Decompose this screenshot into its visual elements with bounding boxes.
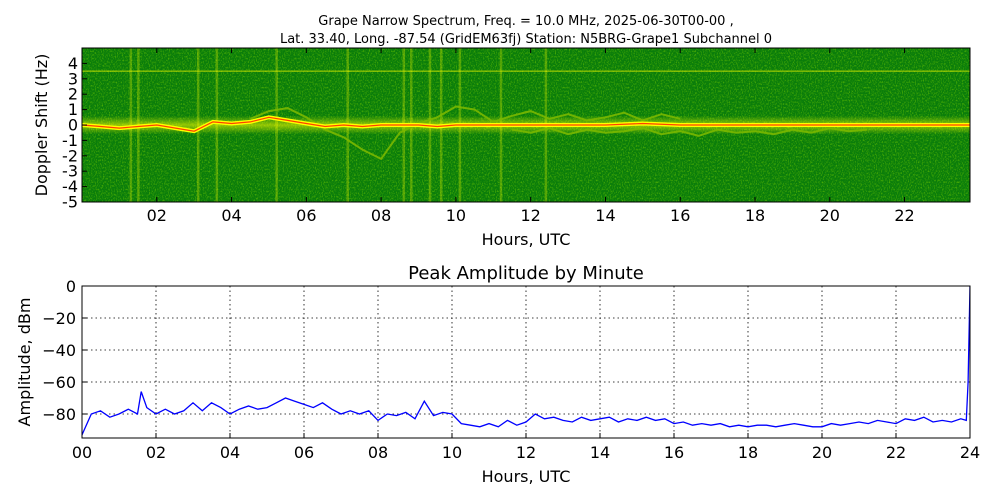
spectrogram-y-tick-label: 2 xyxy=(68,85,78,104)
spectrogram-y-tick-label: -4 xyxy=(62,177,78,196)
spectrogram-x-tick-label: 18 xyxy=(745,206,765,225)
amplitude-x-ticks: 00 02 04 06 08 10 12 14 16 18 20 22 24 xyxy=(72,433,980,462)
amplitude-x-tick-label: 12 xyxy=(516,443,536,462)
amplitude-x-tick-label: 06 xyxy=(294,443,314,462)
spectrogram-x-label: Hours, UTC xyxy=(482,230,571,249)
amplitude-y-tick-label: −20 xyxy=(42,309,76,328)
spectrogram-x-tick-label: 14 xyxy=(595,206,615,225)
spectrogram-y-tick-label: -3 xyxy=(62,162,78,181)
spectrogram-x-ticks: 02 04 06 08 10 12 14 16 18 20 22 xyxy=(147,48,915,225)
spectrogram-x-tick-label: 04 xyxy=(221,206,241,225)
spectrogram-x-tick-label: 22 xyxy=(894,206,914,225)
amplitude-x-tick-label: 04 xyxy=(220,443,240,462)
spectrogram-y-tick-label: -5 xyxy=(62,193,78,212)
spectrogram-y-label: Doppler Shift (Hz) xyxy=(32,54,51,197)
spectrogram-x-tick-label: 08 xyxy=(371,206,391,225)
figure-title-line2: Lat. 33.40, Long. -87.54 (GridEM63fj) St… xyxy=(280,32,772,47)
amplitude-series xyxy=(82,286,970,436)
amplitude-series-line xyxy=(82,286,970,436)
amplitude-x-tick-label: 08 xyxy=(368,443,388,462)
amplitude-x-tick-label: 16 xyxy=(664,443,684,462)
amplitude-y-tick-label: −60 xyxy=(42,373,76,392)
spectrogram-traces xyxy=(82,105,970,161)
amplitude-x-tick-label: 18 xyxy=(738,443,758,462)
amplitude-x-tick-label: 02 xyxy=(146,443,166,462)
spectrogram-y-tick-label: 1 xyxy=(68,100,78,119)
amplitude-chart: Peak Amplitude by Minute 00 02 04 06 08 10 12 1… xyxy=(15,263,980,486)
spectrogram-x-tick-label: 16 xyxy=(670,206,690,225)
spectrogram-secondary-trace xyxy=(511,127,868,137)
amplitude-x-tick-label: 24 xyxy=(960,443,980,462)
figure-title-line1: Grape Narrow Spectrum, Freq. = 10.0 MHz,… xyxy=(318,14,733,29)
amplitude-y-label: Amplitude, dBm xyxy=(15,298,34,427)
amplitude-y-tick-label: 0 xyxy=(66,277,76,296)
spectrogram-y-tick-label: 3 xyxy=(68,69,78,88)
amplitude-x-tick-label: 14 xyxy=(590,443,610,462)
amplitude-y-ticks: 0 −20 −40 −60 −80 xyxy=(42,277,87,424)
spectrogram-carrier-peak xyxy=(82,116,970,132)
spectrogram-y-tick-label: 4 xyxy=(68,54,78,73)
amplitude-y-tick-label: −80 xyxy=(42,405,76,424)
spectrogram-x-tick-label: 12 xyxy=(520,206,540,225)
amplitude-x-tick-label: 22 xyxy=(886,443,906,462)
spectrogram-x-tick-label: 20 xyxy=(820,206,840,225)
spectrogram-x-tick-label: 06 xyxy=(296,206,316,225)
spectrogram-y-tick-label: 0 xyxy=(68,116,78,135)
amplitude-x-tick-label: 00 xyxy=(72,443,92,462)
amplitude-x-tick-label: 20 xyxy=(812,443,832,462)
spectrogram-y-tick-label: -1 xyxy=(62,131,78,150)
amplitude-x-tick-label: 10 xyxy=(442,443,462,462)
spectrogram-x-tick-label: 10 xyxy=(446,206,466,225)
amplitude-x-label: Hours, UTC xyxy=(482,467,571,486)
amplitude-y-tick-label: −40 xyxy=(42,341,76,360)
spectrogram-y-tick-label: -2 xyxy=(62,146,78,165)
spectrogram-x-tick-label: 02 xyxy=(147,206,167,225)
amplitude-chart-title: Peak Amplitude by Minute xyxy=(408,263,644,284)
